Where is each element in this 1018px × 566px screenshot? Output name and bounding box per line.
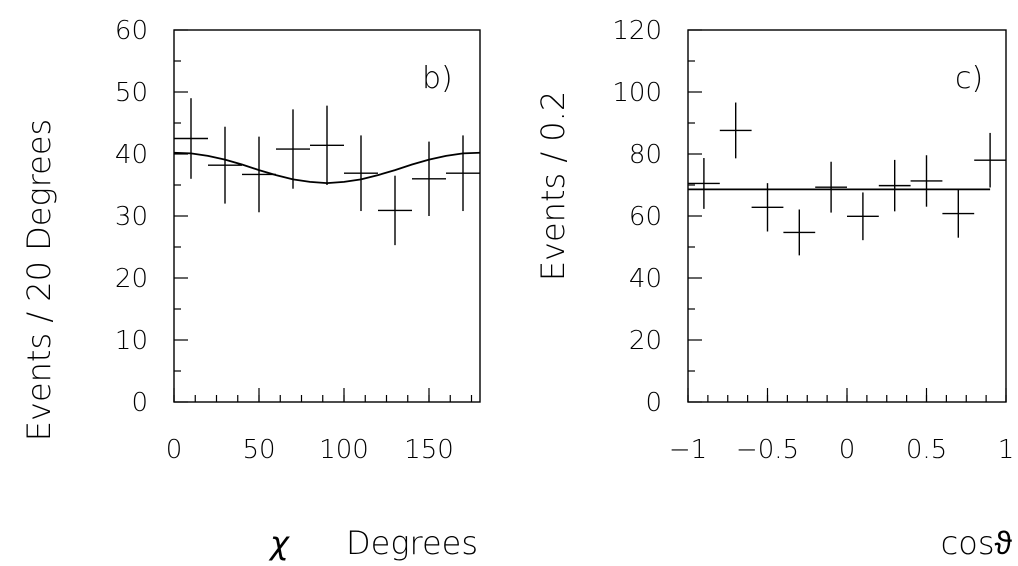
y-axis-title-costheta: Events / 0.2 (534, 91, 572, 281)
data-point (878, 159, 911, 212)
data-point (719, 102, 752, 159)
y-tick-label: 120 (612, 16, 662, 46)
data-point (974, 132, 1006, 188)
chart-panel-costheta: 0 20 40 60 80 100 120 −1 −0.5 0 0.5 1 c) Events / 0… (534, 16, 1014, 562)
y-tick-label: 0 (131, 388, 148, 418)
x-tick-label: 1 (998, 435, 1015, 465)
data-point (242, 136, 276, 213)
data-point (783, 209, 816, 256)
tick-marks-costheta (687, 29, 1007, 403)
y-tick-label: 10 (115, 326, 148, 356)
data-point (310, 105, 344, 185)
x-tick-label: −0.5 (736, 435, 799, 465)
data-points-chi (174, 98, 480, 246)
tick-labels-chi: 0 10 20 30 40 50 60 0 50 100 150 (115, 16, 454, 465)
data-point (412, 141, 446, 216)
chart-panel-chi: 0 10 20 30 40 50 60 0 50 100 150 b) Events / 20 De… (20, 16, 481, 562)
y-tick-label: 60 (115, 16, 148, 46)
y-tick-label: 30 (115, 202, 148, 232)
y-tick-label: 0 (645, 388, 662, 418)
data-point (751, 183, 784, 232)
y-tick-label: 50 (115, 78, 148, 108)
x-tick-label: 0 (166, 435, 183, 465)
x-axis-symbol-chi: χ (268, 524, 290, 562)
y-tick-label: 40 (629, 264, 662, 294)
x-tick-label: 0.5 (906, 435, 947, 465)
data-point (910, 155, 943, 207)
y-axis-title-chi: Events / 20 Degrees (20, 119, 58, 441)
data-point (847, 192, 879, 241)
data-point (688, 158, 720, 209)
x-tick-label: 50 (242, 435, 275, 465)
x-tick-label: 100 (319, 435, 369, 465)
tick-labels-costheta: 0 20 40 60 80 100 120 −1 −0.5 0 0.5 1 (612, 16, 1014, 465)
data-point (174, 98, 208, 179)
data-point (815, 161, 847, 213)
y-tick-label: 100 (612, 78, 662, 108)
y-tick-label: 80 (629, 140, 662, 170)
y-tick-label: 60 (629, 202, 662, 232)
x-axis-title-chi: Degrees (346, 524, 478, 562)
y-tick-label: 40 (115, 140, 148, 170)
data-point (378, 175, 412, 246)
x-tick-label: 150 (404, 435, 454, 465)
data-points-costheta (688, 102, 1006, 256)
data-point (344, 135, 378, 212)
x-tick-label: 0 (839, 435, 856, 465)
fit-curve-chi (173, 151, 481, 185)
x-axis-title-costheta: cosϑ (941, 524, 1013, 562)
data-point (942, 189, 975, 238)
panel-label-b: b) (422, 61, 453, 96)
y-tick-label: 20 (115, 264, 148, 294)
data-point (276, 109, 310, 189)
x-tick-label: −1 (669, 435, 707, 465)
y-tick-label: 20 (629, 326, 662, 356)
data-point (208, 126, 242, 204)
panel-label-c: c) (955, 61, 983, 96)
data-point (446, 135, 480, 212)
